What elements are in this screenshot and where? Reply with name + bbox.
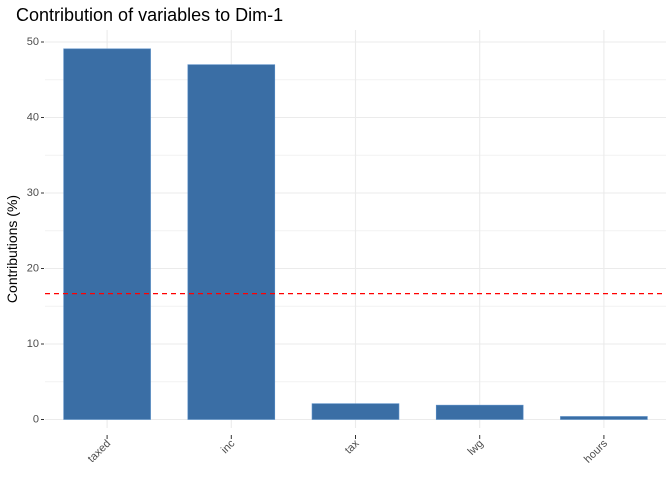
bars — [63, 48, 648, 420]
bar-inc — [187, 64, 276, 420]
x-axis-ticks: taxed inc tax lwg hours — [86, 435, 610, 466]
bar-tax — [311, 403, 400, 420]
x-tick-label: lwg — [466, 438, 486, 458]
bar-hours — [560, 416, 648, 420]
x-tick-label: hours — [582, 437, 610, 465]
y-tick-label: 40 — [27, 111, 39, 123]
y-tick-label: 20 — [27, 262, 39, 274]
y-axis-ticks: 0 10 20 30 40 50 — [27, 36, 44, 425]
chart-title: Contribution of variables to Dim-1 — [16, 5, 284, 25]
x-tick-label: taxed — [86, 438, 114, 466]
bar-taxed — [63, 48, 151, 420]
x-tick-label: inc — [219, 437, 238, 456]
y-tick-label: 50 — [27, 36, 39, 48]
y-tick-label: 10 — [27, 338, 39, 350]
y-tick-label: 30 — [27, 187, 39, 199]
y-axis-label: Contributions (%) — [4, 195, 20, 303]
y-tick-label: 0 — [33, 413, 39, 425]
bar-lwg — [435, 404, 524, 420]
x-tick-label: tax — [343, 437, 362, 456]
